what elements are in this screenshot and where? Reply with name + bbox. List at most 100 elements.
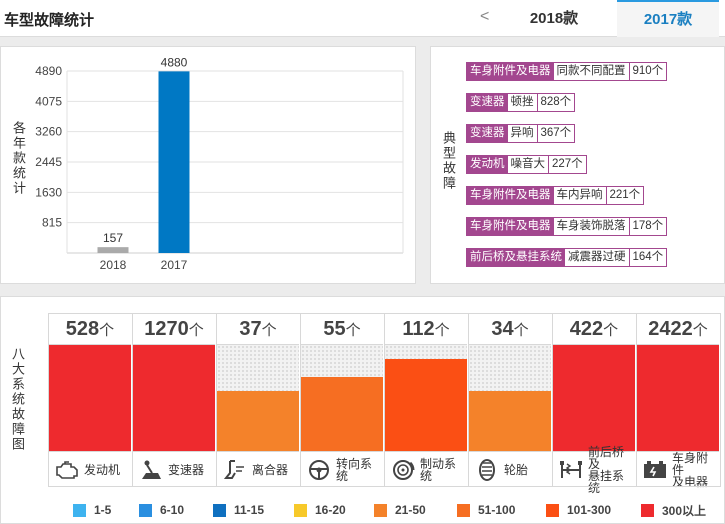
legend-label: 300以上 xyxy=(662,503,707,518)
legend-item: 6-10 xyxy=(139,502,184,518)
system-name: 制动系统 xyxy=(420,456,457,483)
system-count-unit: 个 xyxy=(188,322,204,339)
system-name-cell: 转向系统 xyxy=(301,451,383,487)
fault-item[interactable]: 车身附件及电器 车身装饰脱落 178个 xyxy=(466,217,668,236)
yearly-bar-chart: 815 1630 2445 3260 4075 4890 157 2018 4880 2017 xyxy=(35,55,404,272)
system-count-value: 1270 xyxy=(144,318,189,340)
system-column[interactable]: 112个制动系统 xyxy=(384,313,467,487)
system-level-bar xyxy=(469,345,551,451)
system-column[interactable]: 528个发动机 xyxy=(48,313,131,487)
system-level-bar xyxy=(133,345,215,451)
header: 车型故障统计 < 2018款 2017款 xyxy=(0,0,725,37)
system-column[interactable]: 55个转向系统 xyxy=(300,313,383,487)
fault-item[interactable]: 变速器 顿挫 828个 xyxy=(466,93,576,112)
system-count: 2422个 xyxy=(637,313,719,345)
system-name: 转向系统 xyxy=(336,456,373,483)
system-name: 变速器 xyxy=(168,462,205,477)
system-level-fill xyxy=(49,345,131,451)
x-tick-label: 2017 xyxy=(161,258,188,272)
fault-desc: 减震器过硬 xyxy=(565,249,630,266)
system-column[interactable]: 34个轮胎 xyxy=(468,313,551,487)
legend-swatch xyxy=(641,503,654,517)
system-level-bar xyxy=(553,345,635,451)
system-name: 前后桥及 悬挂系统 xyxy=(588,444,625,495)
legend-item: 1-5 xyxy=(73,502,111,518)
system-count: 1270个 xyxy=(133,313,215,345)
page-title: 车型故障统计 xyxy=(4,12,95,29)
system-level-bar xyxy=(217,345,299,451)
system-name: 发动机 xyxy=(84,462,121,477)
bar-2018 xyxy=(97,247,129,253)
y-tick-label: 2445 xyxy=(35,155,62,169)
system-count-unit: 个 xyxy=(99,322,115,339)
engine-icon xyxy=(54,459,80,481)
fault-item[interactable]: 车身附件及电器 车内异响 221个 xyxy=(466,186,645,205)
legend-swatch xyxy=(213,503,226,517)
legend: 1-5 6-10 11-15 16-20 21-50 51-100 101-300 300以上 xyxy=(1,502,725,518)
system-count-unit: 个 xyxy=(434,322,450,339)
tab-2017[interactable]: 2017款 xyxy=(617,0,719,37)
system-column[interactable]: 422个前后桥及 悬挂系统 xyxy=(552,313,635,494)
fault-item[interactable]: 变速器 异响 367个 xyxy=(466,124,576,143)
fault-item[interactable]: 车身附件及电器 同款不同配置 910个 xyxy=(466,62,668,81)
system-name-cell: 发动机 xyxy=(49,451,131,487)
fault-count: 227个 xyxy=(552,158,583,170)
fault-category: 车身附件及电器 xyxy=(467,187,554,204)
fault-desc: 车内异响 xyxy=(554,187,607,204)
system-count-value: 528 xyxy=(65,318,100,340)
fault-count: 178个 xyxy=(632,220,664,232)
bar-data-label: 4880 xyxy=(161,55,188,69)
fault-item[interactable]: 前后桥及悬挂系统 减震器过硬 164个 xyxy=(466,248,668,267)
legend-item: 300以上 xyxy=(641,502,706,518)
system-count-value: 34 xyxy=(491,318,514,340)
yearly-side-label: 各年款统计 xyxy=(11,121,26,196)
system-count-value: 2422 xyxy=(648,318,693,340)
system-level-bar xyxy=(49,345,131,451)
legend-item: 51-100 xyxy=(457,502,515,518)
legend-item: 16-20 xyxy=(294,502,346,518)
typical-side-label: 典型故障 xyxy=(441,131,456,191)
legend-label: 6-10 xyxy=(160,503,185,517)
legend-swatch xyxy=(546,503,559,517)
system-count-unit: 个 xyxy=(513,322,529,339)
bar-data-label: 157 xyxy=(103,231,123,245)
fault-desc: 异响 xyxy=(508,125,538,142)
y-tick-label: 815 xyxy=(42,216,62,230)
legend-label: 101-300 xyxy=(567,503,612,517)
system-count: 112个 xyxy=(385,313,467,345)
systems-panel: 八大系统故障图 528个 发动机 1270个 变速器 37个 离合器 55个 转向系统 112个… xyxy=(0,296,725,524)
legend-swatch xyxy=(374,503,387,517)
system-level-fill xyxy=(637,345,719,451)
fault-item[interactable]: 发动机 噪音大 227个 xyxy=(466,155,587,174)
gear-shift-icon xyxy=(138,459,164,481)
system-name: 车身附件 及电器 xyxy=(672,450,709,489)
tab-2018[interactable]: 2018款 xyxy=(529,10,579,27)
system-count-unit: 个 xyxy=(345,322,361,339)
systems-side-label: 八大系统故障图 xyxy=(10,347,25,452)
system-level-fill xyxy=(301,376,383,451)
legend-swatch xyxy=(139,503,152,517)
system-column[interactable]: 37个 离合器 xyxy=(216,313,299,487)
fault-category: 车身附件及电器 xyxy=(467,63,554,80)
legend-item: 11-15 xyxy=(213,502,264,518)
clutch-pedal-icon xyxy=(222,459,248,481)
system-level-bar xyxy=(301,345,383,451)
fault-count: 910个 xyxy=(632,65,664,77)
legend-label: 21-50 xyxy=(395,503,426,517)
system-column[interactable]: 1270个变速器 xyxy=(132,313,215,487)
steering-wheel-icon xyxy=(306,459,332,481)
system-name: 轮胎 xyxy=(504,462,529,477)
fault-category: 变速器 xyxy=(467,94,508,111)
system-column[interactable]: 2422个车身附件 及电器 xyxy=(636,313,719,489)
fault-desc: 噪音大 xyxy=(508,156,549,173)
brake-disc-icon xyxy=(390,459,416,481)
system-count-unit: 个 xyxy=(692,322,708,339)
system-count-value: 55 xyxy=(323,318,346,340)
battery-icon xyxy=(642,459,668,481)
system-name-cell: 轮胎 xyxy=(469,451,551,487)
system-count: 55个 xyxy=(301,313,383,345)
y-tick-label: 1630 xyxy=(35,185,62,199)
system-count: 422个 xyxy=(553,313,635,345)
prev-arrow-icon[interactable]: < xyxy=(480,8,490,25)
legend-swatch xyxy=(457,503,470,517)
